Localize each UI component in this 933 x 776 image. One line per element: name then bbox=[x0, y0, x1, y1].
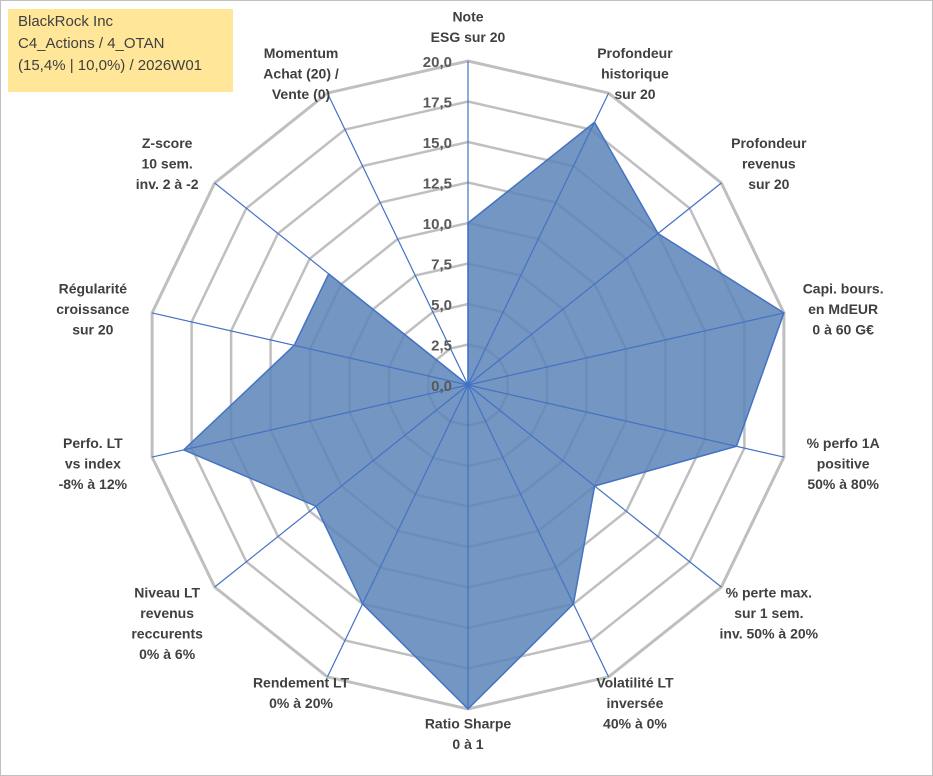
tick-label: 5,0 bbox=[431, 297, 452, 314]
axis-label: Note ESG sur 20 bbox=[431, 9, 506, 46]
axis-label-line: inv. 2 à -2 bbox=[136, 176, 199, 192]
axis-label-line: croissance bbox=[56, 301, 129, 317]
axis-label-line: sur 20 bbox=[748, 176, 789, 192]
axis-label-line: Vente (0) bbox=[272, 86, 330, 102]
axis-label-line: 10 sem. bbox=[141, 155, 192, 171]
axis-label-line: 0 à 60 G€ bbox=[812, 322, 874, 338]
axis-label: Régularité croissance sur 20 bbox=[56, 281, 129, 338]
spoke-line bbox=[467, 384, 722, 588]
portfolio-line: C4_Actions / 4_OTAN bbox=[18, 35, 165, 52]
axis-label: Profondeur revenus sur 20 bbox=[731, 135, 807, 192]
spoke-line bbox=[214, 384, 469, 588]
axis-label-line: Régularité bbox=[59, 281, 128, 297]
spoke-line bbox=[326, 92, 469, 386]
axis-label-line: Ratio Sharpe bbox=[425, 716, 512, 732]
axis-label-line: % perfo 1A bbox=[807, 435, 880, 451]
tick-label: 20,0 bbox=[423, 54, 452, 71]
axis-label: Niveau LT revenus reccurents 0% à 6% bbox=[131, 585, 203, 663]
chart-title-box: BlackRock Inc C4_Actions / 4_OTAN (15,4%… bbox=[8, 9, 233, 92]
axis-label-line: Note bbox=[452, 9, 483, 25]
spoke-line bbox=[326, 384, 469, 678]
axis-label-line: inv. 50% à 20% bbox=[720, 626, 819, 642]
axis-label-line: revenus bbox=[742, 155, 796, 171]
series-area bbox=[182, 121, 785, 711]
axis-label-line: inversée bbox=[607, 695, 664, 711]
spoke-line bbox=[467, 384, 610, 678]
spoke-line bbox=[467, 312, 785, 386]
axis-label: Profondeur historique sur 20 bbox=[597, 45, 673, 102]
spoke-line bbox=[467, 182, 722, 386]
axis-label: Z-score 10 sem. inv. 2 à -2 bbox=[136, 135, 199, 192]
axis-label-line: sur 20 bbox=[72, 322, 113, 338]
spoke-line bbox=[151, 312, 469, 386]
axis-label-line: 0% à 20% bbox=[269, 695, 333, 711]
axis-label-line: en MdEUR bbox=[808, 301, 878, 317]
tick-label: 12,5 bbox=[423, 176, 452, 193]
axis-label-line: sur 1 sem. bbox=[734, 605, 803, 621]
spoke-line bbox=[214, 182, 469, 386]
radar-series bbox=[182, 121, 785, 711]
axis-label-line: Perfo. LT bbox=[63, 435, 123, 451]
axis-label-line: revenus bbox=[140, 605, 194, 621]
axis-label-line: historique bbox=[601, 66, 669, 82]
stats-line: (15,4% | 10,0%) / 2026W01 bbox=[18, 57, 202, 74]
spoke-line bbox=[151, 384, 469, 458]
tick-label: 17,5 bbox=[423, 95, 452, 112]
tick-label: 10,0 bbox=[423, 216, 452, 233]
company-name: BlackRock Inc bbox=[18, 13, 114, 30]
tick-label: 15,0 bbox=[423, 135, 452, 152]
axis-label-line: Profondeur bbox=[731, 135, 807, 151]
axis-label: Ratio Sharpe 0 à 1 bbox=[425, 716, 512, 753]
axis-label-line: Niveau LT bbox=[134, 585, 200, 601]
axis-label-line: Capi. bours. bbox=[803, 281, 884, 297]
radar-axis-labels: Note ESG sur 20 Profondeur historique sur 20… bbox=[56, 9, 883, 753]
axis-label-line: sur 20 bbox=[614, 86, 655, 102]
axis-label-line: 0% à 6% bbox=[139, 646, 196, 662]
axis-label: Momentum Achat (20) / Vente (0) bbox=[263, 45, 339, 102]
axis-label-line: positive bbox=[817, 455, 870, 471]
axis-label: % perfo 1A positive 50% à 80% bbox=[807, 435, 880, 492]
axis-label: Volatilité LT inversée 40% à 0% bbox=[596, 674, 674, 731]
axis-label-line: Achat (20) / bbox=[263, 66, 339, 82]
axis-label-line: Volatilité LT bbox=[596, 674, 674, 690]
radar-tick-labels: 0,0 2,5 5,0 7,5 10,0 12,5 15,0 17,5 20,0 bbox=[423, 54, 452, 395]
axis-label-line: Profondeur bbox=[597, 45, 673, 61]
tick-label: 7,5 bbox=[431, 257, 452, 274]
axis-label-line: 0 à 1 bbox=[452, 736, 483, 752]
spoke-line bbox=[467, 92, 610, 386]
axis-label-line: Momentum bbox=[264, 45, 339, 61]
axis-label-line: 50% à 80% bbox=[807, 476, 879, 492]
spoke-line bbox=[467, 384, 785, 458]
tick-label: 0,0 bbox=[431, 378, 452, 395]
axis-label: Perfo. LT vs index -8% à 12% bbox=[59, 435, 128, 492]
axis-label-line: reccurents bbox=[131, 626, 203, 642]
axis-label-line: % perte max. bbox=[726, 585, 812, 601]
axis-label-line: -8% à 12% bbox=[59, 476, 128, 492]
axis-label-line: ESG sur 20 bbox=[431, 29, 506, 45]
axis-label: % perte max. sur 1 sem. inv. 50% à 20% bbox=[720, 585, 819, 642]
axis-label-line: Z-score bbox=[142, 135, 193, 151]
axis-label: Rendement LT 0% à 20% bbox=[253, 674, 350, 711]
radar-spokes bbox=[151, 61, 785, 709]
tick-label: 2,5 bbox=[431, 338, 452, 355]
axis-label-line: Rendement LT bbox=[253, 674, 350, 690]
axis-label-line: vs index bbox=[65, 455, 121, 471]
axis-label: Capi. bours. en MdEUR 0 à 60 G€ bbox=[803, 281, 884, 338]
axis-label-line: 40% à 0% bbox=[603, 715, 667, 731]
